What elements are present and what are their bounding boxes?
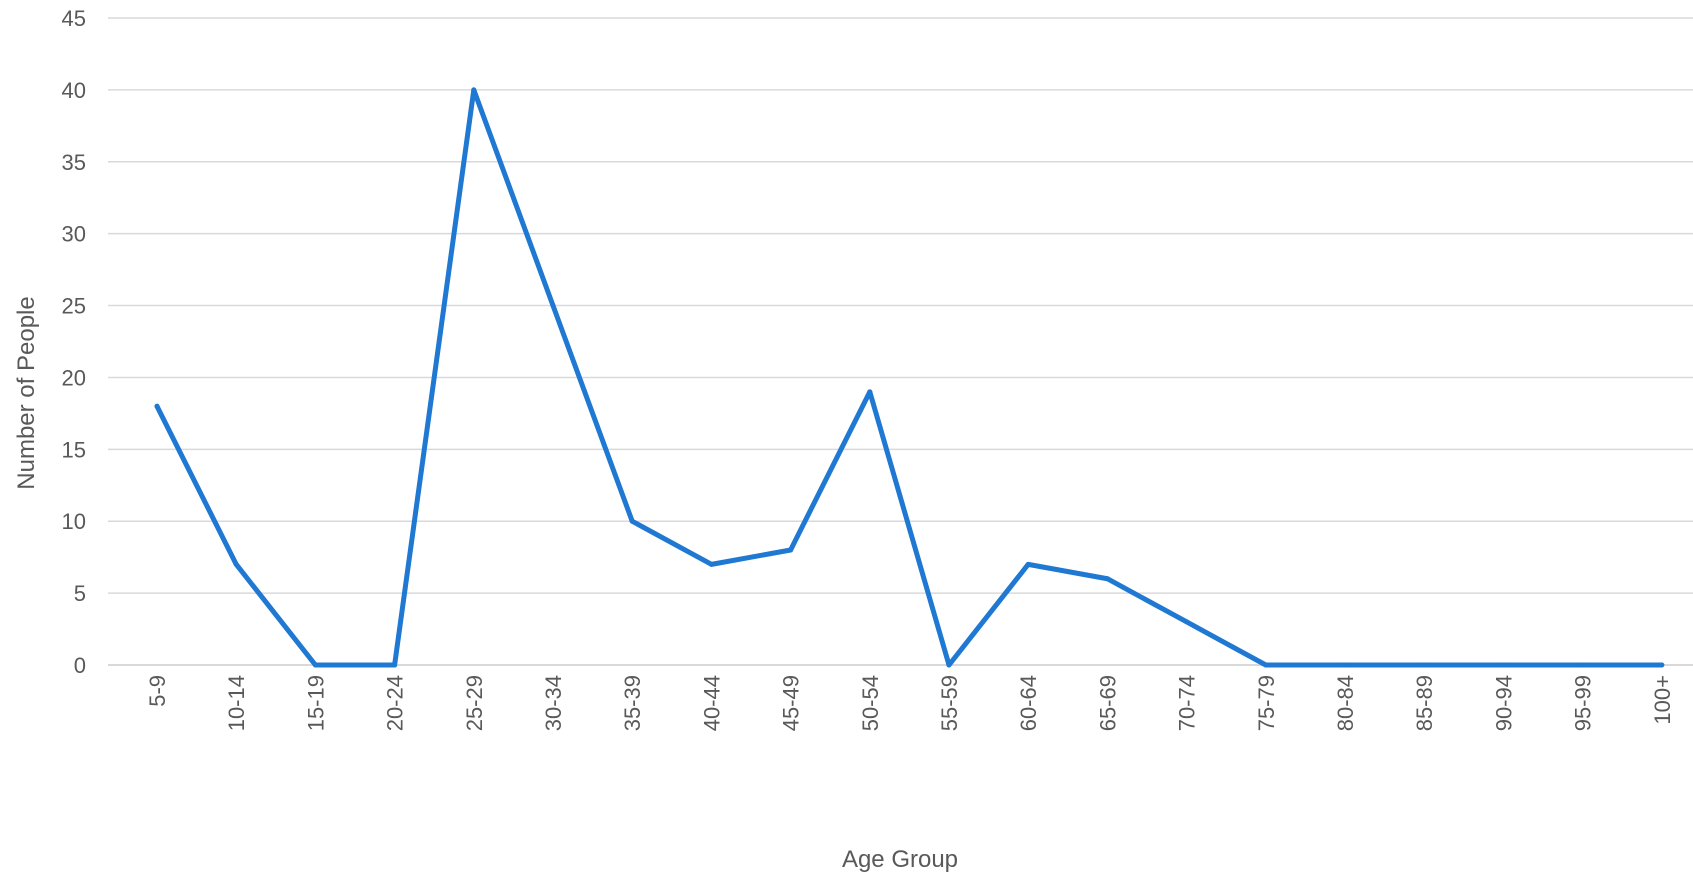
data-point: [1500, 662, 1506, 668]
data-point: [708, 561, 714, 567]
x-tick-label: 75-79: [1254, 675, 1279, 731]
data-point: [233, 561, 239, 567]
x-tick-label: 50-54: [858, 675, 883, 731]
x-tick-label: 45-49: [779, 675, 804, 731]
y-tick-label: 40: [62, 78, 86, 103]
x-tick-label: 80-84: [1333, 675, 1358, 731]
x-tick-label: 70-74: [1175, 675, 1200, 731]
x-tick-label: 15-19: [303, 675, 328, 731]
data-point: [312, 662, 318, 668]
x-tick-label: 5-9: [145, 675, 170, 707]
x-tick-label: 65-69: [1095, 675, 1120, 731]
x-tick-label: 60-64: [1016, 675, 1041, 731]
data-point: [550, 303, 556, 309]
data-point: [1580, 662, 1586, 668]
data-point: [471, 87, 477, 93]
x-tick-label: 55-59: [937, 675, 962, 731]
data-point: [946, 662, 952, 668]
series-layer: [154, 87, 1665, 668]
data-point: [392, 662, 398, 668]
data-point: [1421, 662, 1427, 668]
x-axis-tick-labels: 5-9 10-14 15-19 20-24 25-29 30-34 35-39 40-44 45…: [145, 675, 1675, 731]
y-tick-label: 25: [62, 294, 86, 319]
data-point: [1659, 662, 1665, 668]
y-tick-label: 0: [74, 653, 86, 678]
data-point: [629, 518, 635, 524]
y-tick-label: 15: [62, 437, 86, 462]
data-point: [1263, 662, 1269, 668]
data-point: [154, 403, 160, 409]
y-axis-tick-labels: 0 5 10 15 20 25 30 35 40 45: [62, 6, 86, 678]
data-point: [788, 547, 794, 553]
x-tick-label: 10-14: [224, 675, 249, 731]
x-tick-label: 25-29: [462, 675, 487, 731]
y-tick-label: 20: [62, 365, 86, 390]
x-axis-title: Age Group: [842, 846, 958, 873]
data-point: [867, 389, 873, 395]
y-tick-label: 45: [62, 6, 86, 31]
x-tick-label: 95-99: [1571, 675, 1596, 731]
x-tick-label: 30-34: [541, 675, 566, 731]
x-tick-label: 90-94: [1491, 675, 1516, 731]
data-point: [1342, 662, 1348, 668]
data-point: [1104, 576, 1110, 582]
series-line: [154, 87, 1665, 668]
y-tick-label: 30: [62, 222, 86, 247]
y-tick-label: 10: [62, 509, 86, 534]
y-axis-title: Number of People: [13, 296, 40, 489]
x-tick-label: 20-24: [383, 675, 408, 731]
data-point: [1025, 561, 1031, 567]
x-tick-label: 40-44: [699, 675, 724, 731]
x-tick-label: 35-39: [620, 675, 645, 731]
x-tick-label: 100+: [1650, 675, 1675, 725]
y-tick-label: 35: [62, 150, 86, 175]
y-tick-label: 5: [74, 581, 86, 606]
data-point: [1184, 619, 1190, 625]
x-tick-label: 85-89: [1412, 675, 1437, 731]
gridlines: [108, 17, 1693, 666]
